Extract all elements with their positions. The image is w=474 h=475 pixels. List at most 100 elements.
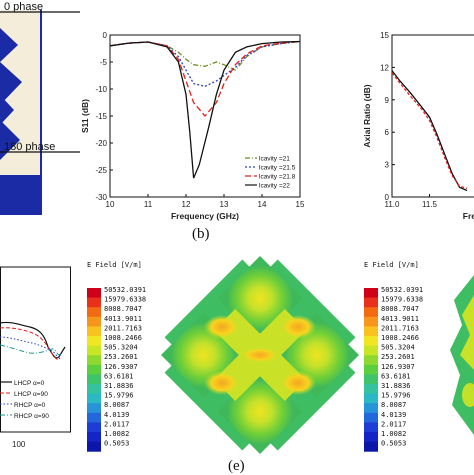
s11-chart: 10 11 12 13 14 15 0 -5 -10 -15 -20 -25 -30 Frequency … bbox=[80, 31, 305, 221]
legend-entry: lcavity =21.5 bbox=[259, 165, 296, 172]
radiating-patch bbox=[0, 28, 22, 160]
efield-map-right bbox=[450, 275, 474, 435]
colorbar-swatch bbox=[87, 297, 101, 308]
ground-strip bbox=[0, 175, 42, 215]
colorbar-label: 1.0082 bbox=[381, 430, 406, 438]
zero-phase-label: 0 phase bbox=[4, 1, 43, 13]
legend-entry: lcavity =22 bbox=[259, 183, 290, 190]
colorbar-label: 15.9796 bbox=[104, 392, 134, 400]
x-tick-label: 12 bbox=[182, 200, 191, 209]
y-tick-label: 3 bbox=[385, 161, 390, 170]
colorbar-swatch bbox=[87, 355, 101, 366]
y-tick-label: 0 bbox=[103, 31, 108, 40]
colorbar-swatch bbox=[364, 288, 378, 299]
colorbar-label: 505.3204 bbox=[381, 344, 415, 352]
caption-b: (b) bbox=[192, 226, 210, 242]
x-tick-label: 15 bbox=[296, 200, 305, 209]
colorbar-label: 4.0139 bbox=[104, 411, 129, 419]
y-tick-label: -30 bbox=[95, 193, 107, 202]
colorbar-label: 253.2601 bbox=[381, 353, 415, 361]
colorbar-label: 8008.7047 bbox=[381, 305, 419, 313]
colorbar-swatch bbox=[364, 336, 378, 347]
colorbar-swatch bbox=[364, 422, 378, 433]
x-tick-label: 11 bbox=[144, 200, 153, 209]
x-tick-label: 10 bbox=[106, 200, 115, 209]
180-phase-label: 180 phase bbox=[4, 141, 55, 153]
legend-entry: lcavity =21.8 bbox=[259, 174, 296, 181]
y-tick-label: -20 bbox=[95, 139, 107, 148]
colorbar-label: 4013.9011 bbox=[104, 315, 142, 323]
colorbar-label: 1.0082 bbox=[104, 430, 129, 438]
colorbar-label: 15.9796 bbox=[381, 392, 411, 400]
legend-lhcp-90: LHCP α=90 bbox=[14, 391, 48, 398]
x-axis-label: Frequency (GHz) bbox=[171, 211, 239, 221]
y-tick-label: 15 bbox=[380, 31, 389, 40]
efield-colorbar-left: E Field [V/m] 50532.0391 15979.63388008.70… bbox=[87, 261, 146, 452]
legend-lhcp-0: LHCP α=0 bbox=[14, 380, 45, 387]
x-axis-label: Freq bbox=[463, 211, 474, 221]
colorbar-swatch bbox=[87, 441, 101, 452]
colorbar-swatch bbox=[87, 412, 101, 423]
axial-ratio-chart: 11.0 11.5 0 3 6 9 12 15 Freq Axial Ratio (dB) bbox=[362, 31, 474, 221]
colorbar-swatch bbox=[87, 288, 101, 299]
efield-map-left bbox=[161, 256, 359, 454]
colorbar-label: 0.5053 bbox=[104, 440, 129, 448]
y-tick-label: -10 bbox=[95, 85, 107, 94]
colorbar-swatch bbox=[364, 316, 378, 327]
pattern-legend: LHCP α=0 LHCP α=90 RHCP α=0 RHCP α=90 bbox=[0, 380, 49, 420]
colorbar-swatch bbox=[87, 422, 101, 433]
y-tick-label: 12 bbox=[380, 63, 389, 72]
colorbar-label: 505.3204 bbox=[104, 344, 138, 352]
colorbar-label: 31.8836 bbox=[104, 382, 134, 390]
colorbar-label: 1008.2466 bbox=[381, 334, 419, 342]
colorbar-label: 0.5053 bbox=[381, 440, 406, 448]
colorbar-swatch bbox=[364, 403, 378, 414]
colorbar-swatch bbox=[87, 336, 101, 347]
colorbar-swatch bbox=[364, 441, 378, 452]
colorbar-swatch bbox=[364, 374, 378, 385]
colorbar-label: 4013.9011 bbox=[381, 315, 419, 323]
colorbar-swatch bbox=[364, 384, 378, 395]
colorbar-label: 8.0087 bbox=[381, 401, 406, 409]
series-line-2 bbox=[392, 72, 468, 190]
colorbar-label: 2011.7163 bbox=[104, 324, 142, 332]
colorbar-swatch bbox=[364, 364, 378, 375]
series-line-4 bbox=[110, 40, 300, 179]
colorbar-title: E Field [V/m] bbox=[87, 261, 142, 269]
caption-e: (e) bbox=[228, 458, 245, 474]
colorbar-label: 4.0139 bbox=[381, 411, 406, 419]
colorbar-swatch bbox=[87, 326, 101, 337]
colorbar-swatch bbox=[87, 403, 101, 414]
colorbar-label: 63.6181 bbox=[381, 372, 411, 380]
colorbar-swatch bbox=[87, 307, 101, 318]
antenna-geometry-panel: 0 phase 180 phase bbox=[0, 1, 80, 215]
colorbar-label: 50532.0391 bbox=[104, 286, 146, 294]
x-tick-label: 13 bbox=[220, 200, 229, 209]
colorbar-swatch bbox=[87, 364, 101, 375]
series-line-3 bbox=[110, 40, 300, 118]
colorbar-swatch bbox=[364, 355, 378, 366]
colorbar-swatch bbox=[87, 393, 101, 404]
x-tick-label: 11.0 bbox=[385, 200, 401, 209]
lhcp-90-curve bbox=[0, 327, 61, 361]
y-tick-label: 9 bbox=[385, 96, 390, 105]
x-tick-label: 14 bbox=[258, 200, 267, 209]
colorbar-title: E Field [V/m] bbox=[364, 261, 419, 269]
colorbar-swatch bbox=[87, 432, 101, 443]
colorbar-swatch bbox=[364, 412, 378, 423]
y-axis-label: Axial Ratio (dB) bbox=[362, 84, 372, 147]
series-line-1 bbox=[392, 70, 468, 192]
colorbar-swatch bbox=[87, 384, 101, 395]
hotspot bbox=[204, 315, 240, 339]
colorbar-swatch bbox=[364, 393, 378, 404]
series-line-1 bbox=[110, 40, 300, 71]
colorbar-swatch bbox=[87, 345, 101, 356]
efield-colorbar-right: E Field [V/m] 50532.0391 15979.63388008.70… bbox=[364, 261, 423, 452]
y-tick-label: -5 bbox=[100, 58, 108, 67]
colorbar-swatch bbox=[87, 316, 101, 327]
y-tick-label: -15 bbox=[95, 112, 107, 121]
legend-rhcp-0: RHCP α=0 bbox=[14, 402, 46, 409]
rhcp-90-curve bbox=[0, 344, 62, 356]
colorbar-label: 126.9307 bbox=[104, 363, 138, 371]
colorbar-swatch bbox=[364, 432, 378, 443]
